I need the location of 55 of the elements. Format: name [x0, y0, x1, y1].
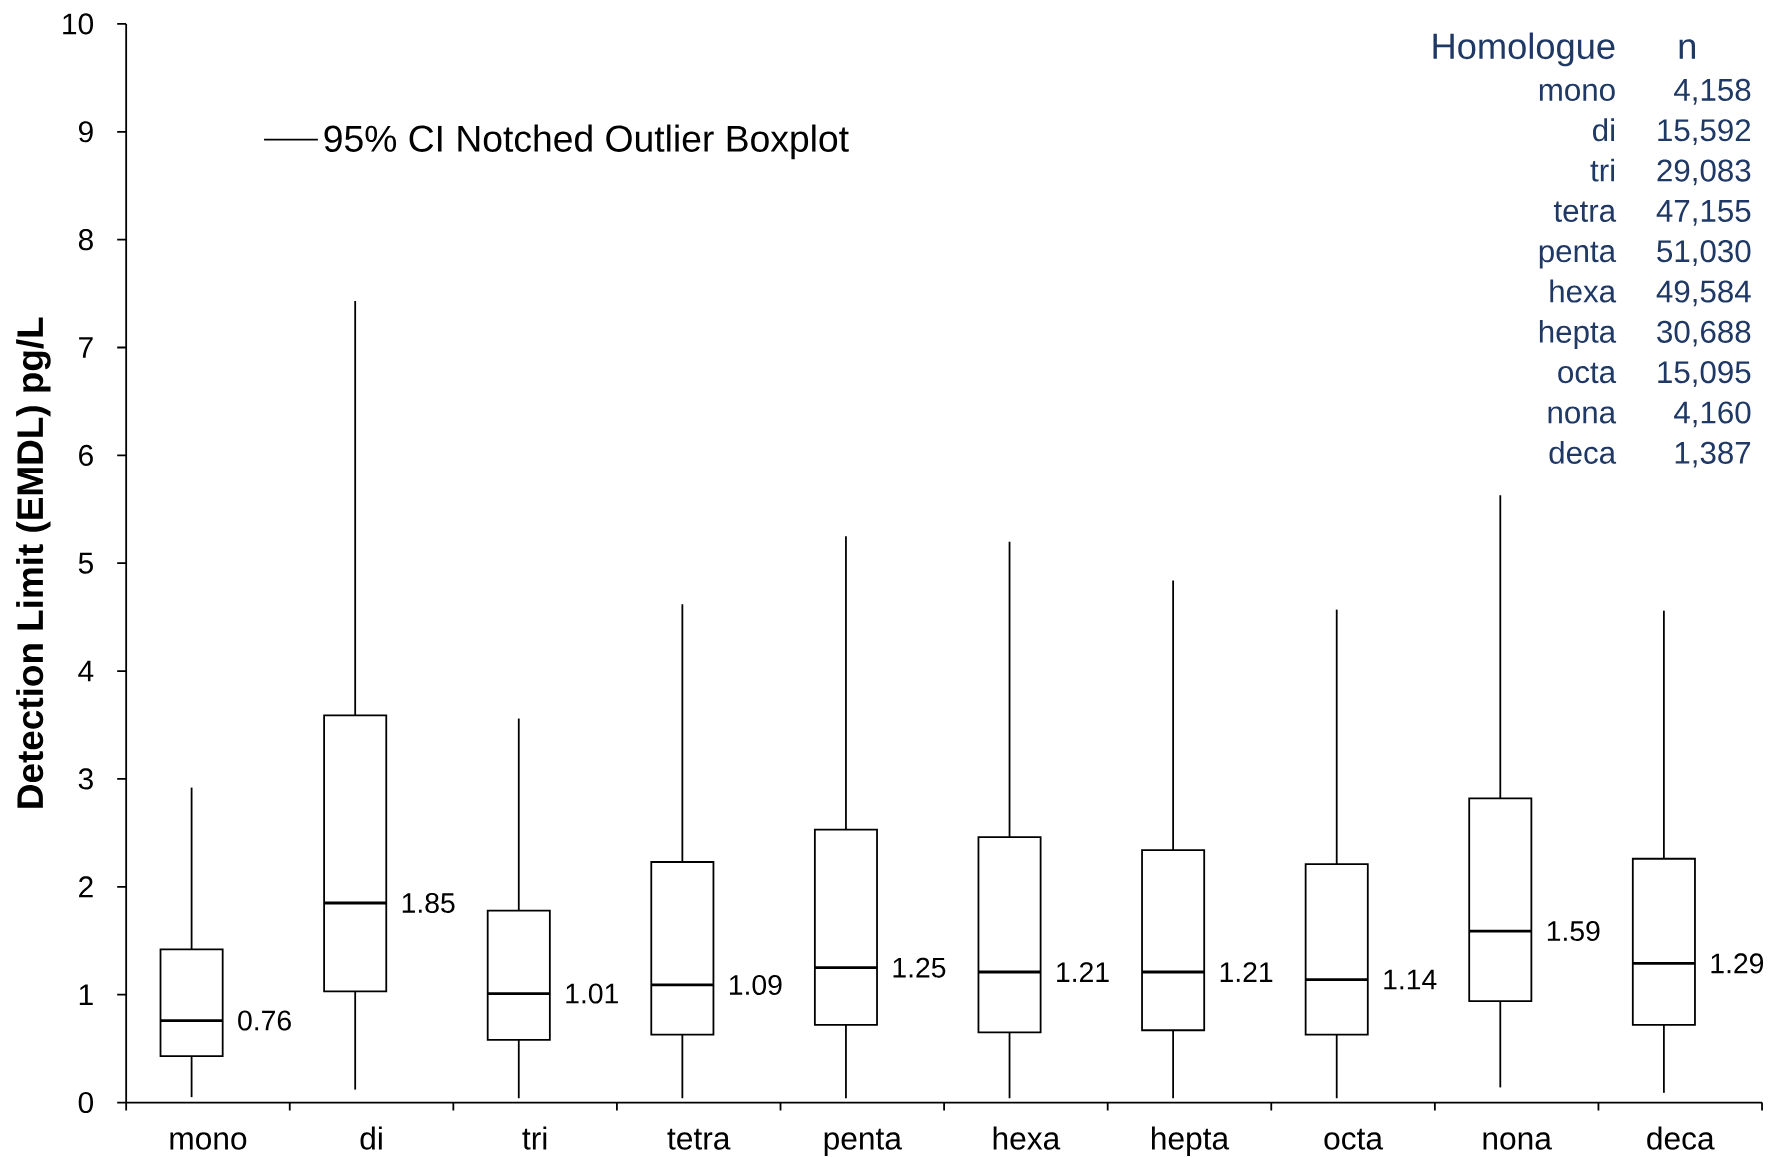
y-tick-label: 3	[78, 768, 93, 790]
annotation: 47,155	[1656, 199, 1751, 226]
annotation: 51,030	[1657, 239, 1751, 266]
annotation: 1.21	[1220, 961, 1273, 982]
annotation: octa	[1558, 362, 1617, 384]
x-tick-label: mono	[170, 1132, 247, 1150]
annotation: 0.76	[238, 1010, 291, 1031]
y-tick-label: 8	[78, 228, 93, 251]
x-tick-label: deca	[1647, 1126, 1715, 1150]
y-tick-label: 0	[78, 1091, 94, 1113]
annotation: 1.59	[1547, 920, 1600, 941]
annotation: 15,592	[1658, 118, 1751, 145]
annotation: penta	[1539, 241, 1617, 269]
annotation: 1.01	[566, 983, 618, 1004]
annotation: 1.21	[1057, 961, 1109, 982]
x-tick-label: octa	[1324, 1128, 1384, 1150]
legend-label: 95% CI Notched Outlier Boxplot	[324, 124, 849, 160]
annotation: 1.14	[1384, 969, 1437, 990]
annotation: mono	[1539, 83, 1615, 101]
annotation: 1.85	[402, 892, 455, 913]
annotation: 30,688	[1657, 320, 1751, 347]
annotation: tetra	[1553, 201, 1617, 222]
annotation: 1.25	[893, 957, 946, 978]
annotation: deca	[1549, 440, 1617, 464]
annotation: 1.29	[1711, 953, 1764, 974]
y-tick-label: 5	[78, 552, 93, 574]
annotation: di	[1593, 118, 1614, 142]
y-tick-label: 6	[79, 444, 93, 466]
annotation: 29,083	[1657, 159, 1751, 186]
annotation: 1,387	[1675, 441, 1751, 468]
y-tick-label: 2	[79, 876, 93, 898]
x-tick-label: nona	[1483, 1132, 1552, 1150]
annotation: 49,584	[1656, 280, 1751, 307]
annotation: 15,095	[1658, 360, 1751, 387]
annotation: 4,160	[1674, 401, 1751, 428]
annotation: hepta	[1539, 319, 1617, 349]
y-tick-label: 1	[79, 984, 93, 1005]
annotation: tri	[1590, 158, 1614, 182]
x-tick-label: tri	[522, 1126, 547, 1150]
x-tick-label: penta	[824, 1128, 902, 1156]
annotation: nona	[1548, 406, 1617, 424]
annotation: n	[1679, 39, 1696, 59]
y-axis-title: Detection Limit (EMDL) pg/L	[16, 317, 51, 808]
y-tick-label: 9	[78, 121, 93, 143]
x-tick-label: di	[360, 1126, 382, 1150]
annotation: 1.09	[729, 974, 782, 995]
y-tick-label: 10	[63, 13, 94, 35]
y-tick-label: 7	[79, 337, 93, 358]
annotation: Homologue	[1433, 32, 1615, 67]
y-tick-label: 4	[78, 660, 94, 682]
annotation: hexa	[1550, 279, 1617, 303]
annotation: 4,158	[1674, 78, 1751, 105]
x-tick-label: hepta	[1152, 1126, 1230, 1156]
x-tick-label: tetra	[667, 1128, 731, 1150]
x-tick-label: hexa	[993, 1126, 1061, 1150]
